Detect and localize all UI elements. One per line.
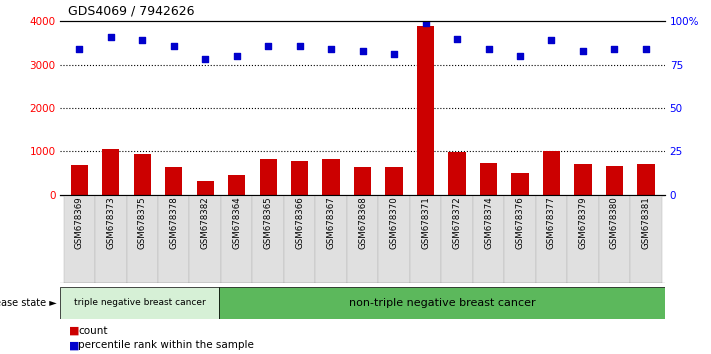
Bar: [417, 25, 434, 195]
Point: [546, 38, 557, 43]
Bar: [630, 195, 662, 283]
Bar: [449, 152, 466, 195]
Text: GSM678369: GSM678369: [75, 196, 84, 249]
Bar: [70, 165, 88, 195]
Point: [262, 43, 274, 48]
Bar: [102, 149, 119, 195]
Bar: [354, 166, 371, 195]
Text: non-triple negative breast cancer: non-triple negative breast cancer: [349, 298, 535, 308]
Point: [357, 48, 368, 53]
Bar: [158, 195, 190, 283]
Point: [231, 53, 242, 59]
Point: [137, 38, 148, 43]
Bar: [542, 151, 560, 195]
Text: GSM678378: GSM678378: [169, 196, 178, 249]
Bar: [63, 195, 95, 283]
Text: GSM678371: GSM678371: [421, 196, 430, 249]
Point: [420, 20, 432, 26]
Text: GSM678366: GSM678366: [295, 196, 304, 249]
Bar: [316, 195, 347, 283]
Bar: [60, 287, 220, 319]
Point: [294, 43, 305, 48]
Bar: [378, 195, 410, 283]
Point: [451, 36, 463, 41]
Bar: [221, 195, 252, 283]
Bar: [291, 161, 309, 195]
Text: ■: ■: [69, 326, 80, 336]
Bar: [95, 195, 127, 283]
Bar: [385, 167, 402, 195]
Point: [105, 34, 117, 40]
Text: GSM678372: GSM678372: [452, 196, 461, 249]
Text: GSM678375: GSM678375: [138, 196, 146, 249]
Text: GDS4069 / 7942626: GDS4069 / 7942626: [68, 5, 194, 18]
Bar: [127, 195, 158, 283]
Text: GSM678380: GSM678380: [610, 196, 619, 249]
Bar: [599, 195, 630, 283]
Point: [326, 46, 337, 52]
Bar: [442, 195, 473, 283]
Bar: [535, 195, 567, 283]
Text: GSM678368: GSM678368: [358, 196, 367, 249]
Bar: [511, 173, 529, 195]
Bar: [606, 166, 623, 195]
Point: [514, 53, 525, 59]
Point: [609, 46, 620, 52]
Text: GSM678381: GSM678381: [641, 196, 651, 249]
Bar: [637, 164, 655, 195]
Bar: [190, 195, 221, 283]
Point: [200, 57, 211, 62]
Text: GSM678377: GSM678377: [547, 196, 556, 249]
Text: count: count: [78, 326, 107, 336]
Bar: [165, 166, 183, 195]
Bar: [567, 195, 599, 283]
Text: disease state ►: disease state ►: [0, 298, 57, 308]
Bar: [284, 195, 316, 283]
Bar: [574, 164, 592, 195]
Bar: [323, 159, 340, 195]
Bar: [473, 195, 504, 283]
Text: GSM678379: GSM678379: [579, 196, 587, 249]
Point: [168, 43, 179, 48]
Text: GSM678382: GSM678382: [201, 196, 210, 249]
Point: [577, 48, 589, 53]
Text: percentile rank within the sample: percentile rank within the sample: [78, 340, 254, 350]
Text: ■: ■: [69, 340, 80, 350]
Bar: [480, 164, 497, 195]
Bar: [134, 154, 151, 195]
Bar: [410, 195, 442, 283]
Bar: [220, 287, 665, 319]
Text: GSM678370: GSM678370: [390, 196, 399, 249]
Point: [483, 46, 494, 52]
Bar: [196, 181, 214, 195]
Text: GSM678365: GSM678365: [264, 196, 273, 249]
Bar: [504, 195, 535, 283]
Text: GSM678374: GSM678374: [484, 196, 493, 249]
Text: GSM678364: GSM678364: [232, 196, 241, 249]
Text: GSM678376: GSM678376: [515, 196, 525, 249]
Point: [640, 46, 651, 52]
Bar: [347, 195, 378, 283]
Point: [74, 46, 85, 52]
Bar: [228, 175, 245, 195]
Point: [388, 51, 400, 57]
Text: GSM678367: GSM678367: [326, 196, 336, 249]
Text: triple negative breast cancer: triple negative breast cancer: [74, 298, 205, 307]
Bar: [252, 195, 284, 283]
Text: GSM678373: GSM678373: [107, 196, 115, 249]
Bar: [260, 159, 277, 195]
